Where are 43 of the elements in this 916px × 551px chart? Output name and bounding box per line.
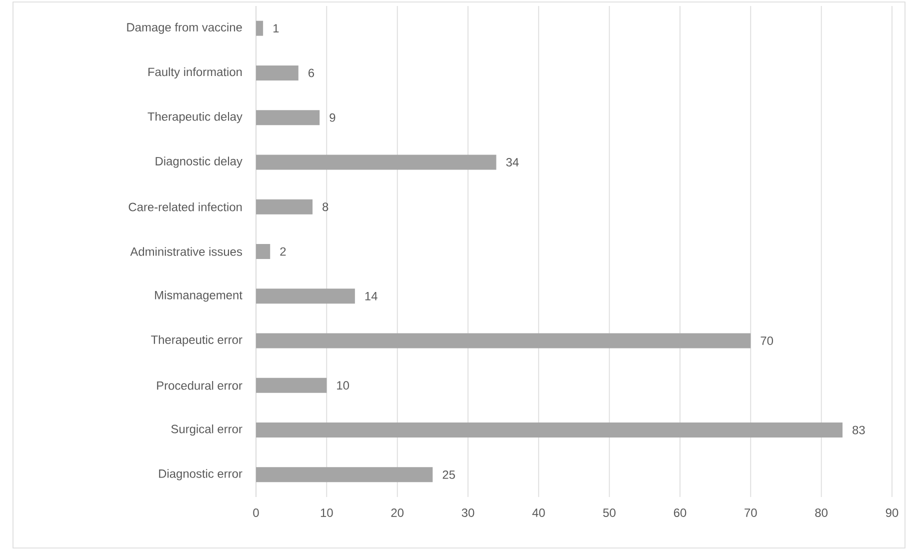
- bar: [256, 20, 264, 36]
- x-tick-label: 70: [744, 508, 757, 517]
- y-tick-label: Damage from vaccine: [127, 22, 242, 34]
- x-tick-label: 0: [253, 508, 259, 517]
- y-tick-label: Mismanagement: [155, 290, 242, 302]
- data-label: 6: [308, 68, 314, 78]
- bar: [256, 422, 843, 438]
- y-tick-label: Care-related infection: [128, 202, 242, 212]
- x-tick-label: 60: [674, 508, 686, 517]
- data-label: 70: [760, 336, 774, 345]
- x-tick-label: 50: [603, 508, 616, 517]
- y-tick-label: Surgical error: [171, 424, 242, 436]
- bar: [256, 333, 751, 348]
- data-label: 25: [442, 470, 455, 479]
- data-label: 83: [852, 426, 865, 434]
- y-tick-label: Diagnostic delay: [156, 156, 242, 168]
- bar: [256, 154, 496, 170]
- bar: [256, 110, 320, 126]
- y-tick-label: Administrative issues: [130, 247, 242, 256]
- bar: [256, 467, 433, 482]
- data-label: 9: [330, 113, 336, 122]
- x-tick-label: 10: [320, 508, 333, 517]
- data-label: 14: [365, 292, 378, 300]
- data-label: 8: [322, 202, 328, 212]
- data-label: 2: [280, 247, 286, 256]
- x-tick-label: 30: [462, 508, 474, 517]
- x-tick-label: 20: [391, 508, 404, 517]
- bar: [256, 288, 355, 304]
- data-label: 34: [506, 158, 519, 166]
- bar: [256, 378, 327, 393]
- x-tick-label: 40: [532, 508, 545, 517]
- data-label: 10: [337, 381, 350, 390]
- bar: [256, 244, 270, 259]
- y-tick-label: Faulty information: [148, 67, 242, 79]
- x-tick-label: 80: [815, 508, 828, 517]
- data-label: 1: [273, 24, 279, 32]
- bar: [256, 65, 298, 80]
- y-tick-label: Therapeutic error: [151, 335, 242, 346]
- x-tick-label: 90: [886, 508, 898, 517]
- y-tick-label: Therapeutic delay: [148, 112, 242, 124]
- y-tick-label: Diagnostic error: [159, 469, 242, 480]
- bar: [256, 199, 313, 214]
- y-tick-label: Procedural error: [157, 381, 242, 390]
